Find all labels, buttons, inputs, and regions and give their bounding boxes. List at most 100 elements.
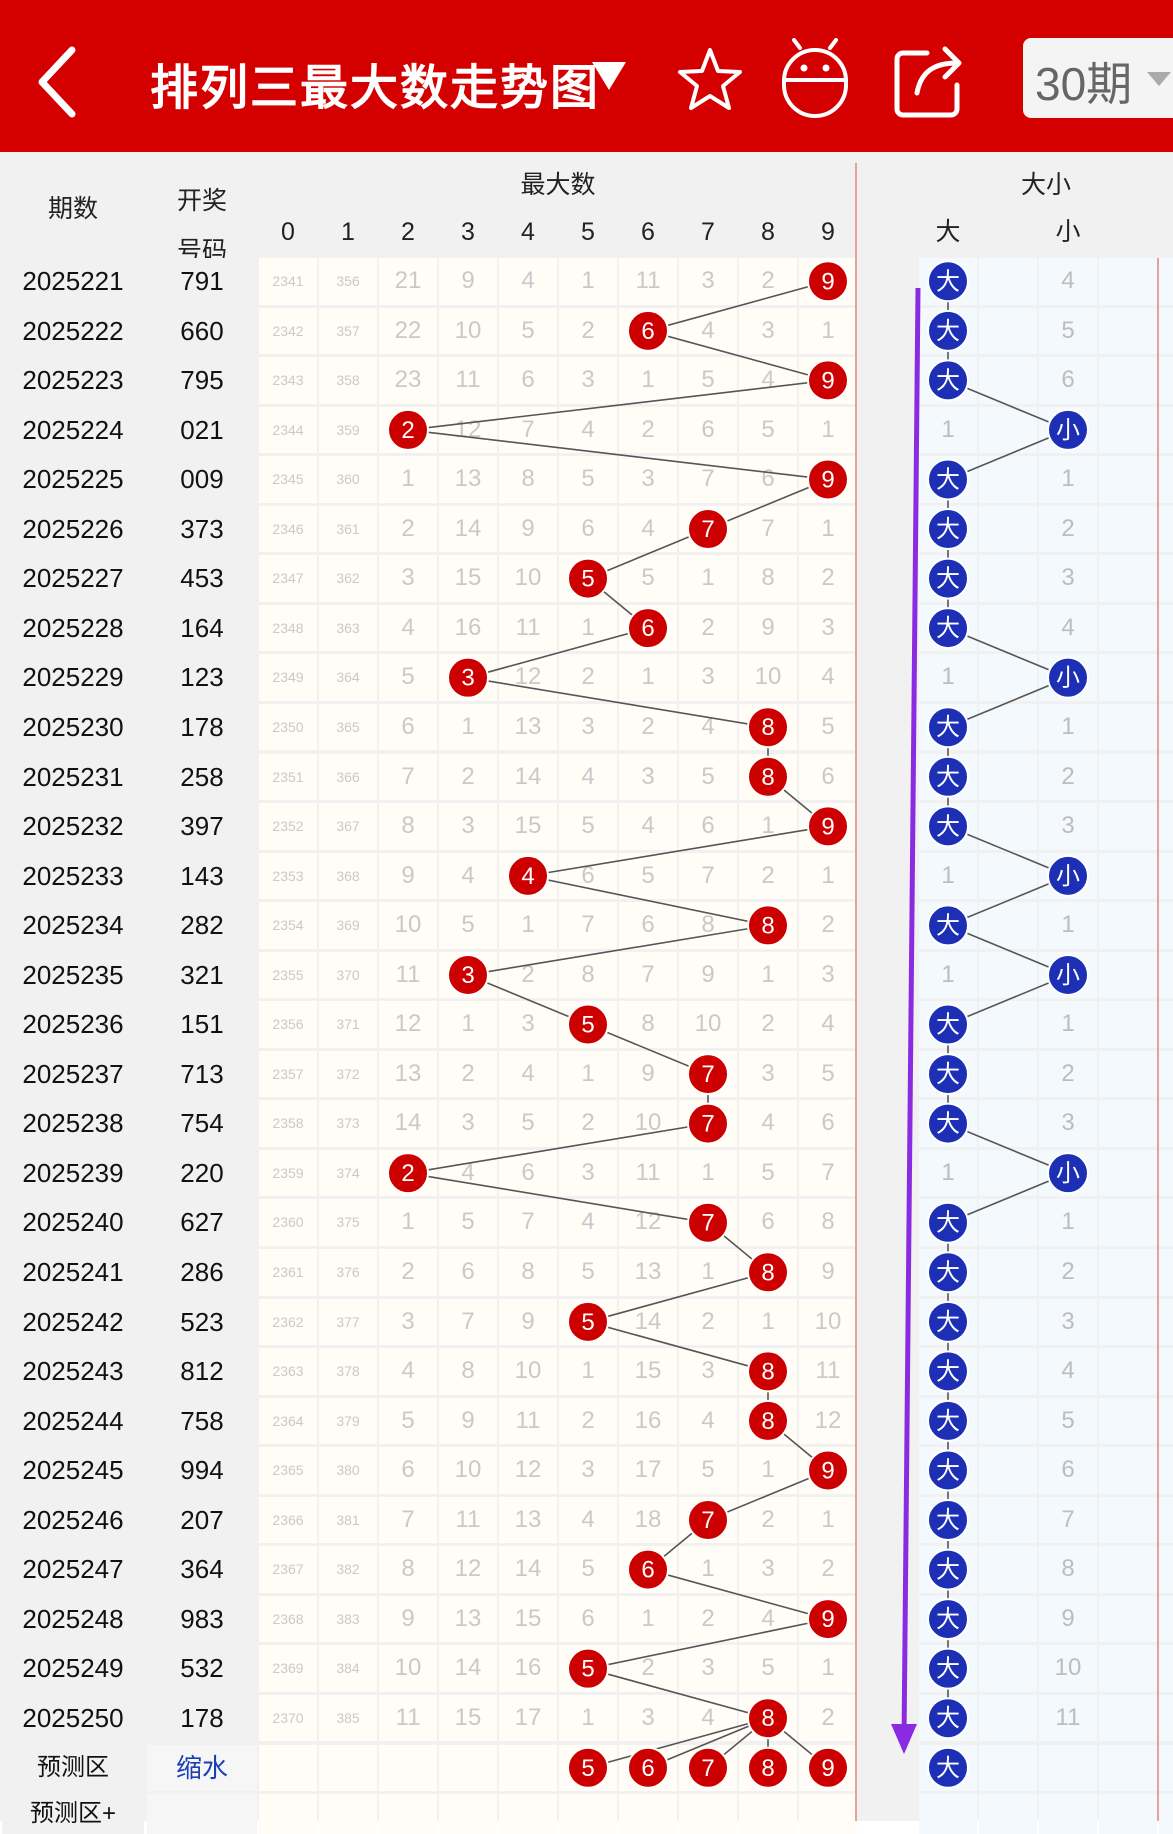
svg-text:2: 2 bbox=[401, 417, 414, 444]
omission-cell: 2362 bbox=[259, 1298, 317, 1346]
omission-cell: 7 bbox=[619, 951, 677, 999]
max-number-ball: 9 bbox=[807, 1598, 849, 1641]
omission-cell: 368 bbox=[319, 852, 377, 900]
size-ball: 小 bbox=[1047, 408, 1089, 451]
size-cell bbox=[1099, 555, 1157, 602]
svg-text:8: 8 bbox=[761, 1358, 774, 1385]
svg-text:9: 9 bbox=[821, 1755, 834, 1782]
size-cell bbox=[1159, 1001, 1173, 1048]
omission-cell: 5 bbox=[559, 1546, 617, 1593]
omission-cell: 4 bbox=[739, 1100, 797, 1147]
draw-number-cell: 994 bbox=[147, 1447, 257, 1494]
svg-text:3: 3 bbox=[461, 962, 474, 989]
omission-cell: 5 bbox=[499, 307, 557, 355]
size-cell bbox=[1159, 753, 1173, 801]
draw-number-cell: 321 bbox=[147, 951, 257, 999]
page-title[interactable]: 排列三最大数走势图 bbox=[150, 62, 601, 115]
omission-cell: 23 bbox=[379, 357, 437, 404]
svg-text:大: 大 bbox=[936, 466, 960, 493]
size-ball: 小 bbox=[1047, 656, 1089, 699]
svg-text:大: 大 bbox=[936, 566, 960, 593]
period-selector[interactable]: 30期 bbox=[1023, 38, 1173, 118]
size-cell bbox=[979, 803, 1037, 850]
size-cell bbox=[1159, 1595, 1173, 1643]
omission-cell: 369 bbox=[319, 902, 377, 949]
omission-cell: 3 bbox=[379, 1298, 437, 1346]
dropdown-triangle-icon[interactable] bbox=[592, 62, 626, 95]
period-cell: 2025245 bbox=[2, 1447, 144, 1494]
draw-number-cell: 151 bbox=[147, 1001, 257, 1048]
draw-number-cell: 397 bbox=[147, 803, 257, 850]
omission-cell: 378 bbox=[319, 1348, 377, 1395]
omission-cell: 2345 bbox=[259, 456, 317, 503]
svg-text:7: 7 bbox=[701, 1111, 714, 1138]
omission-cell: 2358 bbox=[259, 1100, 317, 1147]
header-max-group: 最大数 bbox=[259, 163, 857, 207]
draw-number-cell: 286 bbox=[147, 1249, 257, 1296]
share-icon[interactable] bbox=[893, 43, 965, 124]
back-arrow-icon[interactable] bbox=[30, 42, 90, 122]
omission-cell: 2 bbox=[619, 406, 677, 454]
omission-cell: 10 bbox=[379, 1645, 437, 1692]
omission-cell: 4 bbox=[799, 654, 857, 701]
omission-cell: 3 bbox=[439, 1100, 497, 1147]
omission-cell: 2 bbox=[439, 753, 497, 801]
omission-cell: 17 bbox=[619, 1447, 677, 1494]
size-cell bbox=[979, 1447, 1037, 1494]
omission-cell: 2 bbox=[619, 703, 677, 751]
omission-cell: 365 bbox=[319, 703, 377, 751]
period-cell: 2025248 bbox=[2, 1595, 144, 1643]
omission-cell: 370 bbox=[319, 951, 377, 999]
max-number-ball: 8 bbox=[747, 904, 789, 947]
omission-cell: 11 bbox=[499, 1397, 557, 1445]
size-cell bbox=[979, 505, 1037, 553]
omission-cell: 2361 bbox=[259, 1249, 317, 1296]
max-number-ball: 8 bbox=[747, 1697, 789, 1740]
omission-cell: 14 bbox=[499, 753, 557, 801]
omission-cell: 382 bbox=[319, 1546, 377, 1593]
period-cell: 2025232 bbox=[2, 803, 144, 850]
size-trend-line bbox=[947, 974, 1069, 1026]
draw-number-cell: 713 bbox=[147, 1050, 257, 1098]
period-cell: 2025242 bbox=[2, 1298, 144, 1346]
draw-number-cell: 754 bbox=[147, 1100, 257, 1147]
period-cell: 2025239 bbox=[2, 1149, 144, 1197]
robot-icon[interactable] bbox=[780, 38, 850, 125]
size-cell bbox=[1099, 258, 1157, 305]
size-trend-line bbox=[947, 379, 1069, 431]
omission-cell: 4 bbox=[679, 1397, 737, 1445]
omission-cell: 7 bbox=[379, 1496, 437, 1544]
max-trend-line bbox=[647, 280, 829, 332]
prediction-size-cell bbox=[1099, 1744, 1157, 1792]
draw-number-cell: 021 bbox=[147, 406, 257, 454]
omission-cell: 6 bbox=[439, 1249, 497, 1296]
omission-cell: 2 bbox=[559, 1100, 617, 1147]
omission-cell: 2369 bbox=[259, 1645, 317, 1692]
omission-cell: 13 bbox=[619, 1249, 677, 1296]
max-trend-line bbox=[407, 1172, 709, 1224]
omission-cell: 360 bbox=[319, 456, 377, 503]
svg-text:大: 大 bbox=[936, 1259, 960, 1286]
omission-cell: 3 bbox=[559, 357, 617, 404]
omission-cell: 3 bbox=[619, 456, 677, 503]
svg-text:大: 大 bbox=[936, 1606, 960, 1633]
svg-text:大: 大 bbox=[936, 1705, 960, 1732]
omission-cell: 8 bbox=[559, 951, 617, 999]
draw-number-cell: 123 bbox=[147, 654, 257, 701]
star-icon[interactable] bbox=[676, 46, 744, 119]
svg-text:大: 大 bbox=[936, 1061, 960, 1088]
omission-cell: 380 bbox=[319, 1447, 377, 1494]
max-number-ball: 5 bbox=[567, 1003, 609, 1046]
draw-number-cell: 795 bbox=[147, 357, 257, 404]
prediction-shrink-link[interactable]: 缩水 bbox=[147, 1744, 257, 1792]
omission-cell: 362 bbox=[319, 555, 377, 602]
max-number-ball: 3 bbox=[447, 953, 489, 996]
omission-cell: 385 bbox=[319, 1694, 377, 1742]
omission-cell: 2 bbox=[559, 654, 617, 701]
size-cell bbox=[1099, 654, 1157, 701]
omission-cell: 6 bbox=[379, 703, 437, 751]
svg-text:9: 9 bbox=[821, 1457, 834, 1484]
max-number-ball: 3 bbox=[447, 656, 489, 699]
size-trend-line bbox=[947, 1122, 1069, 1174]
size-cell bbox=[1159, 1645, 1173, 1692]
